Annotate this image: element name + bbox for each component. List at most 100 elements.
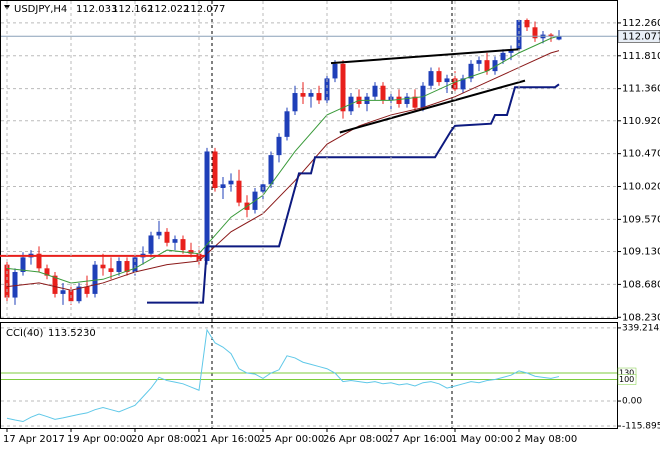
candle-body (164, 231, 170, 243)
candle-body (116, 261, 122, 272)
candle-body (284, 111, 290, 137)
candle-body (292, 93, 298, 112)
high-value: 112.162 (112, 4, 153, 15)
x-tick-label: 20 Apr 08:00 (131, 434, 196, 445)
candle-body (484, 60, 490, 72)
candle-body (156, 231, 162, 236)
y-tick-label: 108.230 (622, 312, 660, 323)
candle-body (452, 78, 458, 90)
symbol-title: USDJPY,H4 (14, 4, 67, 15)
cci-title: CCI(40) (6, 328, 44, 339)
candle-body (228, 180, 234, 185)
candle-body (548, 34, 554, 37)
candle-body (300, 93, 306, 97)
candle-body (372, 85, 378, 97)
candle-body (44, 268, 50, 276)
cci-pane (0, 322, 618, 429)
candle-body (532, 27, 538, 39)
candle-body (100, 264, 106, 269)
candle-body (204, 151, 210, 262)
overlay-line (6, 35, 560, 284)
candle-body (404, 96, 410, 104)
candle-body (196, 253, 202, 262)
current-price-box (617, 30, 660, 43)
x-tick-label: 17 Apr 2017 (3, 434, 65, 445)
candle-body (268, 155, 274, 185)
candle-body (220, 184, 226, 188)
candle-body (460, 78, 466, 90)
x-tick-label: 19 Apr 00:00 (67, 434, 132, 445)
candle-body (508, 49, 514, 53)
candle-body (396, 96, 402, 104)
candle-body (308, 93, 314, 97)
candle-body (132, 257, 138, 272)
candle-body (20, 257, 26, 272)
x-tick-label: 27 Apr 16:00 (387, 434, 452, 445)
y-tick-label: 110.920 (622, 116, 660, 127)
candle-body (212, 151, 218, 188)
candle-body (444, 78, 450, 83)
y-tick-label: 112.260 (622, 18, 660, 29)
candle-body (172, 239, 178, 243)
candle-body (108, 268, 114, 272)
level-label: 100 (619, 375, 634, 384)
y-tick-label: 108.680 (622, 279, 660, 290)
cci-value: 113.5230 (48, 328, 96, 339)
y-tick-label: 339.2142 (622, 323, 660, 333)
candle-body (52, 275, 58, 294)
y-tick-label: -115.8955 (622, 422, 660, 432)
current-price-label: 112.077 (622, 31, 660, 42)
candle-body (332, 63, 338, 79)
level-box (617, 374, 637, 385)
y-tick-label: 110.470 (622, 149, 660, 160)
candle-body (4, 264, 10, 298)
x-tick-label: 26 Apr 08:00 (323, 434, 388, 445)
candle-body (92, 264, 98, 294)
candle-body (60, 290, 66, 294)
candle-body (476, 60, 482, 64)
overlay-line (147, 83, 560, 304)
x-tick-label: 1 May 00:00 (451, 434, 513, 445)
x-tick-label: 21 Apr 16:00 (195, 434, 260, 445)
candle-body (500, 52, 506, 61)
candle-body (36, 253, 42, 269)
y-tick-label: 110.020 (622, 182, 660, 193)
candle-body (468, 63, 474, 79)
y-tick-label: 0.00 (622, 397, 642, 407)
close-value: 112.077 (184, 4, 225, 15)
open-value: 112.033 (76, 4, 117, 15)
candle-body (276, 136, 282, 156)
y-tick-label: 111.360 (622, 84, 660, 95)
x-tick-label: 25 Apr 00:00 (259, 434, 324, 445)
candle-body (148, 235, 154, 254)
candle-body (556, 36, 562, 40)
candle-body (12, 271, 18, 298)
candle-body (316, 93, 322, 101)
candle-body (340, 63, 346, 112)
candle-body (412, 96, 418, 108)
candle-body (180, 239, 186, 251)
candle-body (436, 71, 442, 83)
x-tick-label: 2 May 08:00 (515, 434, 577, 445)
candle-body (492, 60, 498, 72)
candle-body (380, 85, 386, 101)
y-tick-label: 109.130 (622, 247, 660, 258)
candle-body (428, 71, 434, 86)
overlay-line (339, 79, 526, 134)
level-label: 130 (619, 369, 634, 378)
candle-body (188, 250, 194, 254)
y-tick-label: 111.810 (622, 51, 660, 62)
candle-body (84, 286, 90, 294)
y-tick-label: 109.570 (622, 214, 660, 225)
candle-body (124, 261, 130, 272)
low-value: 112.022 (148, 4, 189, 15)
candle-body (236, 180, 242, 203)
overlay-line (6, 50, 560, 291)
candle-body (516, 19, 522, 50)
candle-body (76, 286, 82, 302)
candle-body (324, 78, 330, 101)
overlay-line (330, 48, 520, 65)
candle-body (524, 19, 530, 28)
cci-line (6, 328, 560, 423)
